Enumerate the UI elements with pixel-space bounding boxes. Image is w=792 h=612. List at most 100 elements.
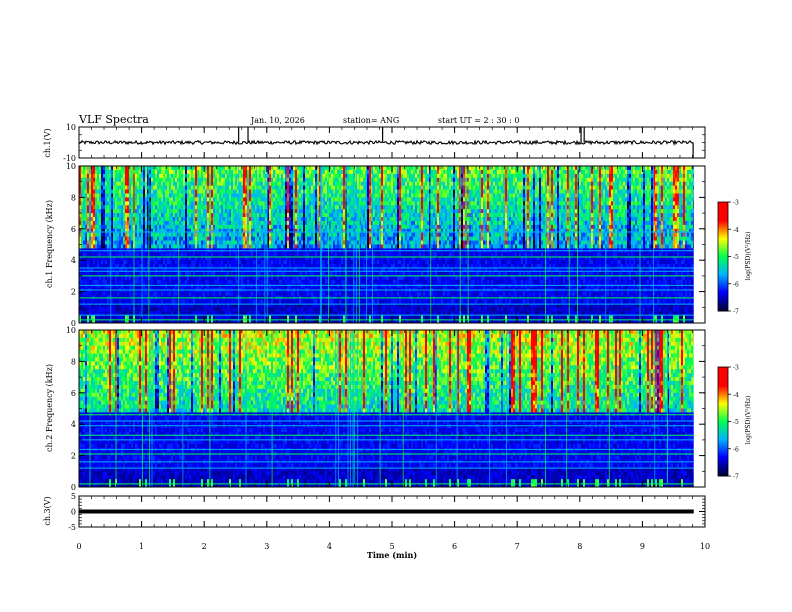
spectrogram-cell	[113, 245, 115, 249]
spectrogram-cell	[95, 213, 97, 217]
spectrogram-cell	[89, 186, 91, 190]
spectrogram-cell	[95, 209, 97, 213]
spectrogram-cell	[115, 213, 117, 217]
spectrogram-cell	[101, 182, 103, 186]
spectrogram-cell	[117, 193, 119, 197]
spectrogram-cell	[129, 229, 131, 233]
spectrogram-cell	[87, 197, 89, 201]
spectrogram-cell	[149, 280, 151, 284]
spectrogram-cell	[151, 166, 153, 170]
spectrogram-cell	[89, 252, 91, 256]
spectrogram-cell	[105, 229, 107, 233]
spectrogram-cell	[159, 241, 161, 245]
spectrogram-cell	[129, 237, 131, 241]
spectrogram-cell	[153, 209, 155, 213]
spectrogram-cell	[149, 178, 151, 182]
spectrogram-cell	[145, 217, 147, 221]
spectrogram-cell	[127, 201, 129, 205]
spectrogram-cell	[99, 213, 101, 217]
spectrogram-cell	[139, 276, 141, 280]
spectrogram-cell	[85, 186, 87, 190]
spectrogram-cell	[151, 307, 153, 311]
spectrogram-cell	[143, 299, 145, 303]
spectrogram-cell	[89, 225, 91, 229]
spectrogram-cell	[145, 225, 147, 229]
spectrogram-cell	[167, 229, 169, 233]
spectrogram-cell	[81, 284, 83, 288]
spectrogram-cell	[131, 182, 133, 186]
spectrogram-cell	[119, 225, 121, 229]
spectrogram-cell	[107, 213, 109, 217]
spectrogram-cell	[139, 237, 141, 241]
spectrogram-cell	[91, 233, 93, 237]
spectrogram-cell	[119, 245, 121, 249]
spectrogram-cell	[91, 280, 93, 284]
spectrogram-cell	[107, 229, 109, 233]
spectrogram-cell	[99, 166, 101, 170]
spectrogram-cell	[167, 178, 169, 182]
spectrogram-cell	[103, 225, 105, 229]
spectrogram-cell	[149, 182, 151, 186]
spectrogram-cell	[81, 221, 83, 225]
spectrogram-cell	[137, 190, 139, 194]
spectrogram-cell	[127, 233, 129, 237]
spectrogram-cell	[97, 237, 99, 241]
spectrogram-cell	[125, 213, 127, 217]
spectrogram-cell	[127, 241, 129, 245]
spectrogram-cell	[131, 268, 133, 272]
spectrogram-cell	[129, 193, 131, 197]
spectrogram-cell	[107, 205, 109, 209]
spectrogram-cell	[83, 217, 85, 221]
spectrogram-cell	[131, 174, 133, 178]
spectrogram-cell	[161, 241, 163, 245]
spectrogram-cell	[161, 186, 163, 190]
spectrogram-cell	[155, 221, 157, 225]
spectrogram-cell	[131, 299, 133, 303]
spectrogram-cell	[151, 217, 153, 221]
spectrogram-cell	[115, 233, 117, 237]
spectrogram-cell	[105, 292, 107, 296]
spectrogram-cell	[97, 225, 99, 229]
spectrogram-cell	[137, 178, 139, 182]
spectrogram-cell	[155, 201, 157, 205]
spectrogram-cell	[131, 307, 133, 311]
spectrogram-cell	[117, 276, 119, 280]
spectrogram-cell	[83, 229, 85, 233]
spectrogram-cell	[93, 174, 95, 178]
spectrogram-cell	[113, 284, 115, 288]
spectrogram-cell	[121, 229, 123, 233]
spectrogram-cell	[155, 241, 157, 245]
spectrogram-cell	[105, 170, 107, 174]
spectrogram-cell	[123, 170, 125, 174]
spectrogram-cell	[87, 217, 89, 221]
spectrogram-cell	[151, 241, 153, 245]
spectrogram-cell	[115, 260, 117, 264]
spectrogram-cell	[121, 186, 123, 190]
spectrogram-cell	[163, 245, 165, 249]
spectrogram-cell	[139, 233, 141, 237]
spectrogram-cell	[153, 190, 155, 194]
spectrogram-cell	[165, 197, 167, 201]
spectrogram-cell	[135, 221, 137, 225]
spectrogram-cell	[117, 241, 119, 245]
spectrogram-cell	[163, 166, 165, 170]
spectrogram-cell	[97, 292, 99, 296]
spectrogram-cell	[151, 201, 153, 205]
spectrogram-cell	[101, 252, 103, 256]
spectrogram-cell	[103, 280, 105, 284]
spectrogram-cell	[83, 280, 85, 284]
spectrogram-cell	[99, 276, 101, 280]
spectrogram-cell	[89, 221, 91, 225]
spectrogram-cell	[113, 197, 115, 201]
spectrogram-cell	[87, 205, 89, 209]
spectrogram-cell	[89, 260, 91, 264]
spectrogram-cell	[129, 217, 131, 221]
spectrogram-cell	[83, 170, 85, 174]
spectrogram-cell	[121, 268, 123, 272]
spectrogram-cell	[161, 315, 163, 319]
spectrogram-cell	[161, 197, 163, 201]
spectrogram-cell	[119, 193, 121, 197]
spectrogram-cell	[111, 182, 113, 186]
spectrogram-cell	[99, 201, 101, 205]
spectrogram-cell	[121, 315, 123, 319]
